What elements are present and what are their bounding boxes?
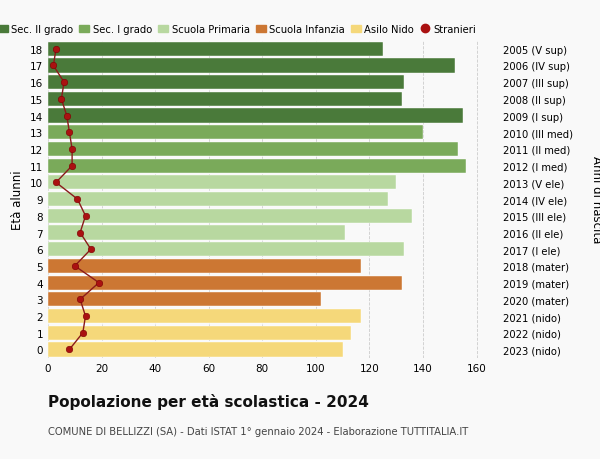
Y-axis label: Anni di nascita: Anni di nascita (590, 156, 600, 243)
Y-axis label: Età alunni: Età alunni (11, 170, 25, 230)
Bar (48, 276, 401, 290)
Point (78, 330, 88, 337)
Bar (48, 193, 388, 207)
Point (76, 230, 85, 237)
Point (65, 346, 74, 353)
Point (51, 46, 61, 53)
Point (80, 213, 91, 220)
Bar (48, 126, 423, 140)
Bar (48, 93, 401, 107)
Point (76, 296, 85, 303)
Bar (48, 109, 463, 123)
Point (67, 162, 77, 170)
Bar (48, 326, 350, 340)
Text: COMUNE DI BELLIZZI (SA) - Dati ISTAT 1° gennaio 2024 - Elaborazione TUTTITALIA.I: COMUNE DI BELLIZZI (SA) - Dati ISTAT 1° … (48, 426, 468, 436)
Point (49, 62, 58, 70)
Bar (48, 76, 404, 90)
Point (73, 196, 82, 203)
Point (94, 280, 104, 287)
Bar (48, 176, 396, 190)
Point (65, 129, 74, 137)
Bar (48, 59, 455, 73)
Point (56, 96, 66, 103)
Point (67, 146, 77, 153)
Legend: Sec. II grado, Sec. I grado, Scuola Primaria, Scuola Infanzia, Asilo Nido, Stran: Sec. II grado, Sec. I grado, Scuola Prim… (0, 21, 481, 39)
Point (51, 179, 61, 187)
Bar (48, 143, 458, 157)
Point (62, 112, 71, 120)
Bar (48, 159, 466, 174)
Bar (48, 243, 404, 257)
Bar (48, 259, 361, 274)
Point (80, 313, 91, 320)
Bar (48, 43, 383, 57)
Point (59, 79, 69, 87)
Bar (48, 226, 346, 240)
Bar (48, 342, 343, 357)
Bar (48, 292, 321, 307)
Point (86, 246, 95, 253)
Bar (48, 209, 412, 224)
Bar (48, 309, 361, 324)
Text: Popolazione per età scolastica - 2024: Popolazione per età scolastica - 2024 (48, 393, 369, 409)
Point (70, 263, 80, 270)
